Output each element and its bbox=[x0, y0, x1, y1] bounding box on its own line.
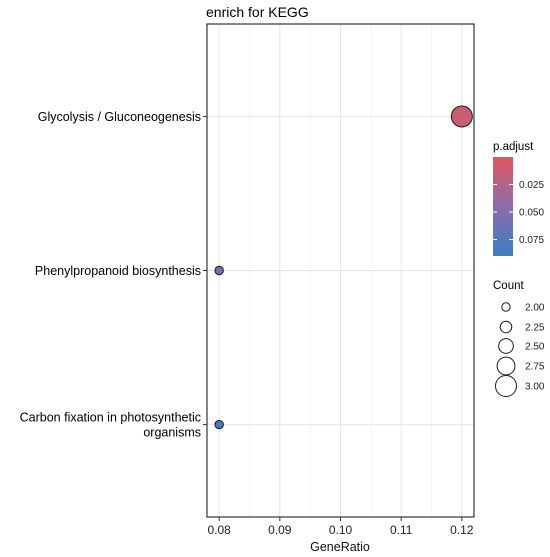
y-tick-label: Phenylpropanoid biosynthesis bbox=[35, 264, 201, 278]
size-legend-circle bbox=[499, 320, 513, 334]
y-tick-label: Carbon fixation in photosynthetic organis… bbox=[20, 411, 201, 440]
x-tick-label: 0.11 bbox=[390, 523, 413, 537]
size-legend-label: 2.75 bbox=[525, 362, 545, 373]
size-legend-circle bbox=[496, 356, 516, 376]
size-legend-label: 2.00 bbox=[525, 303, 545, 314]
chart-title: enrich for KEGG bbox=[206, 4, 309, 20]
color-legend-label: 0.025 bbox=[519, 180, 544, 191]
color-legend-bar bbox=[493, 157, 513, 256]
x-tick-label: 0.12 bbox=[450, 523, 474, 537]
y-axis-labels: Glycolysis / Gluconeogenesis Phenylpropan… bbox=[20, 110, 207, 440]
x-tick-label: 0.08 bbox=[207, 523, 231, 537]
size-legend: Count 2.00 2.25 2.50 2.75 3.00 bbox=[493, 280, 545, 397]
data-point bbox=[214, 265, 224, 276]
y-tick-label: Glycolysis / Gluconeogenesis bbox=[38, 110, 201, 124]
data-point bbox=[214, 419, 224, 430]
x-axis: 0.08 0.09 0.10 0.11 0.12 bbox=[207, 517, 474, 537]
size-legend-label: 2.25 bbox=[525, 323, 545, 334]
color-legend: p.adjust 0.025 0.050 0.075 bbox=[493, 141, 544, 256]
x-tick-label: 0.09 bbox=[268, 523, 292, 537]
color-legend-label: 0.075 bbox=[519, 235, 544, 246]
color-legend-label: 0.050 bbox=[519, 208, 544, 219]
x-tick-label: 0.10 bbox=[329, 523, 353, 537]
x-axis-label: GeneRatio bbox=[310, 540, 370, 554]
size-legend-circle bbox=[495, 375, 517, 397]
data-point bbox=[450, 105, 473, 128]
color-legend-title: p.adjust bbox=[493, 141, 534, 153]
plot-area bbox=[206, 23, 475, 518]
size-legend-label: 2.50 bbox=[525, 342, 545, 353]
size-legend-label: 3.00 bbox=[525, 382, 545, 393]
size-legend-circle bbox=[498, 338, 514, 354]
size-legend-title: Count bbox=[493, 280, 524, 292]
size-legend-circle bbox=[501, 302, 511, 312]
